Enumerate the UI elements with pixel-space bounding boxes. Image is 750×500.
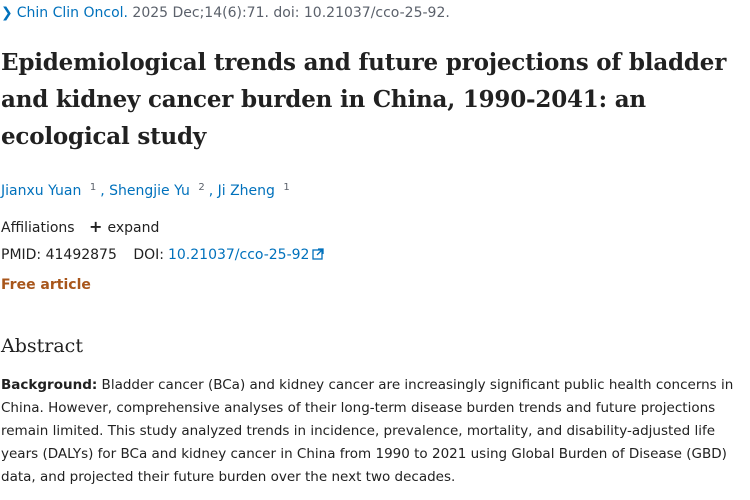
- author-link[interactable]: Ji Zheng: [217, 183, 275, 199]
- external-link-icon: [312, 247, 325, 265]
- expand-affiliations-button[interactable]: + expand: [89, 217, 160, 237]
- author-link[interactable]: Shengjie Yu: [109, 183, 190, 199]
- pmid-value: 41492875: [45, 247, 117, 263]
- author-link[interactable]: Jianxu Yuan: [1, 183, 82, 199]
- affiliations-row: Affiliations + expand: [1, 218, 159, 237]
- background-label: Background:: [1, 377, 98, 393]
- affiliation-ref[interactable]: 1: [89, 182, 97, 193]
- abstract-background: Background: Bladder cancer (BCa) and kid…: [1, 374, 746, 489]
- abstract-heading: Abstract: [1, 335, 83, 357]
- affiliation-ref[interactable]: 2: [198, 182, 205, 193]
- plus-icon: +: [89, 217, 103, 236]
- citation-line: ❯ Chin Clin Oncol. 2025 Dec;14(6):71. doi…: [1, 4, 450, 22]
- chevron-right-icon[interactable]: ❯: [1, 5, 13, 21]
- article-title: Epidemiological trends and future projec…: [1, 49, 727, 150]
- background-text: Bladder cancer (BCa) and kidney cancer a…: [1, 377, 734, 485]
- doi-label: DOI:: [133, 247, 164, 263]
- identifiers-row: PMID: 41492875 DOI: 10.21037/cco-25-92: [1, 246, 325, 265]
- journal-link[interactable]: Chin Clin Oncol.: [16, 5, 128, 21]
- affiliation-ref[interactable]: 1: [283, 182, 290, 193]
- citation-details: 2025 Dec;14(6):71. doi: 10.21037/cco-25-…: [127, 5, 450, 21]
- free-article-badge: Free article: [1, 277, 91, 293]
- author-separator: ,: [208, 183, 214, 199]
- expand-label: expand: [107, 220, 160, 236]
- author-list: Jianxu Yuan 1, Shengjie Yu 2, Ji Zheng 1: [1, 178, 294, 201]
- doi-value: 10.21037/cco-25-92: [167, 247, 310, 263]
- author-separator: ,: [100, 183, 105, 199]
- affiliations-label: Affiliations: [1, 220, 75, 236]
- doi-link[interactable]: 10.21037/cco-25-92: [167, 247, 325, 265]
- pmid-label: PMID:: [1, 247, 42, 263]
